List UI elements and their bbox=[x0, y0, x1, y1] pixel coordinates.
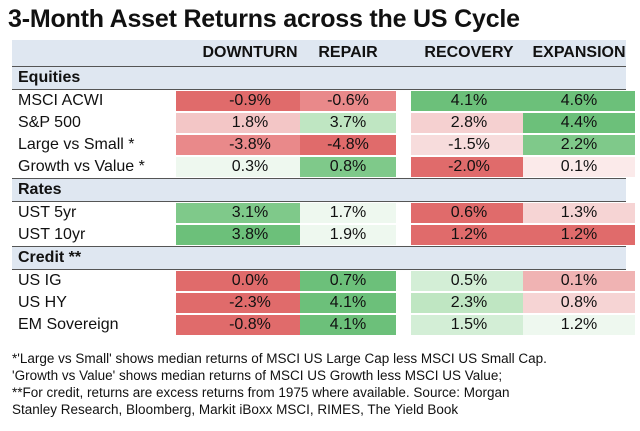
table-row: US HY -2.3% 4.1% 2.3% 0.8% bbox=[12, 292, 635, 314]
section-row: Credit ** bbox=[12, 246, 626, 269]
chart-title: 3-Month Asset Returns across the US Cycl… bbox=[8, 5, 520, 33]
row-label: US IG bbox=[18, 272, 62, 289]
value-cell: 4.1% bbox=[300, 315, 396, 335]
value-cell: 4.6% bbox=[523, 91, 635, 111]
footnote-line: **For credit, returns are excess returns… bbox=[12, 385, 510, 400]
column-header-downturn: DOWNTURN bbox=[202, 44, 298, 61]
value-cell: 3.1% bbox=[176, 203, 324, 223]
value-cell: -0.8% bbox=[176, 315, 324, 335]
value-cell: 2.2% bbox=[523, 135, 635, 155]
row-label: UST 10yr bbox=[18, 226, 86, 243]
value-cell: 0.8% bbox=[300, 157, 396, 177]
footnotes: *'Large vs Small' shows median returns o… bbox=[12, 350, 630, 418]
value-cell: 4.1% bbox=[411, 91, 527, 111]
table-header-row: DOWNTURN REPAIR RECOVERY EXPANSION bbox=[12, 40, 626, 66]
value-cell: -0.6% bbox=[300, 91, 396, 111]
column-header-repair: REPAIR bbox=[318, 44, 378, 61]
value-cell: 0.7% bbox=[300, 271, 396, 291]
value-cell: 3.8% bbox=[176, 225, 324, 245]
section-label: Credit ** bbox=[18, 249, 82, 266]
table-row: EM Sovereign -0.8% 4.1% 1.5% 1.2% bbox=[12, 314, 635, 336]
value-cell: 0.1% bbox=[523, 157, 635, 177]
value-cell: 0.8% bbox=[523, 293, 635, 313]
value-cell: 0.0% bbox=[176, 271, 324, 291]
section-row: Rates bbox=[12, 178, 626, 201]
value-cell: 0.1% bbox=[523, 271, 635, 291]
row-label: MSCI ACWI bbox=[18, 92, 104, 109]
value-cell: 1.2% bbox=[411, 225, 527, 245]
value-cell: 3.7% bbox=[300, 113, 396, 133]
table-row: UST 5yr 3.1% 1.7% 0.6% 1.3% bbox=[12, 201, 635, 224]
table-row: US IG 0.0% 0.7% 0.5% 0.1% bbox=[12, 269, 635, 292]
footnote-line: 'Growth vs Value' shows median returns o… bbox=[12, 368, 503, 383]
table-row: S&P 500 1.8% 3.7% 2.8% 4.4% bbox=[12, 112, 635, 134]
value-cell: -4.8% bbox=[300, 135, 396, 155]
row-label: UST 5yr bbox=[18, 204, 77, 221]
section-label: Rates bbox=[18, 181, 62, 198]
row-label: S&P 500 bbox=[18, 114, 81, 131]
table-row: Large vs Small * -3.8% -4.8% -1.5% 2.2% bbox=[12, 134, 635, 156]
value-cell: -0.9% bbox=[176, 91, 324, 111]
value-cell: 0.3% bbox=[176, 157, 324, 177]
row-label: EM Sovereign bbox=[18, 316, 119, 333]
value-cell: 4.1% bbox=[300, 293, 396, 313]
table-row: Growth vs Value * 0.3% 0.8% -2.0% 0.1% bbox=[12, 156, 635, 178]
row-label: Growth vs Value * bbox=[18, 158, 145, 175]
value-cell: 2.8% bbox=[411, 113, 527, 133]
value-cell: 4.4% bbox=[523, 113, 635, 133]
value-cell: 1.2% bbox=[523, 315, 635, 335]
row-label: Large vs Small * bbox=[18, 136, 135, 153]
value-cell: 0.5% bbox=[411, 271, 527, 291]
value-cell: 2.3% bbox=[411, 293, 527, 313]
footnote-line: Stanley Research, Bloomberg, Markit iBox… bbox=[12, 402, 459, 417]
value-cell: 0.6% bbox=[411, 203, 527, 223]
value-cell: 1.2% bbox=[523, 225, 635, 245]
section-label: Equities bbox=[18, 69, 81, 86]
value-cell: -2.0% bbox=[411, 157, 527, 177]
value-cell: -3.8% bbox=[176, 135, 324, 155]
value-cell: 1.5% bbox=[411, 315, 527, 335]
value-cell: 1.3% bbox=[523, 203, 635, 223]
value-cell: -2.3% bbox=[176, 293, 324, 313]
footnote-line: *'Large vs Small' shows median returns o… bbox=[12, 351, 547, 366]
row-label: US HY bbox=[18, 294, 67, 311]
returns-table: DOWNTURN REPAIR RECOVERY EXPANSION Equities… bbox=[12, 40, 635, 344]
table-row: UST 10yr 3.8% 1.9% 1.2% 1.2% bbox=[12, 224, 635, 246]
value-cell: 1.8% bbox=[176, 113, 324, 133]
value-cell: -1.5% bbox=[411, 135, 527, 155]
section-row: Equities bbox=[12, 66, 626, 89]
value-cell: 1.7% bbox=[300, 203, 396, 223]
column-header-recovery: RECOVERY bbox=[424, 44, 514, 61]
value-cell: 1.9% bbox=[300, 225, 396, 245]
column-header-expansion: EXPANSION bbox=[532, 44, 626, 61]
table-row: MSCI ACWI -0.9% -0.6% 4.1% 4.6% bbox=[12, 89, 635, 112]
